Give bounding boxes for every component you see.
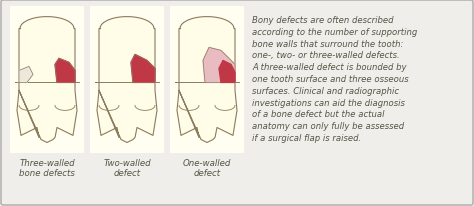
FancyBboxPatch shape	[170, 7, 244, 153]
Polygon shape	[131, 55, 155, 83]
Polygon shape	[97, 18, 157, 143]
Polygon shape	[55, 59, 75, 83]
Polygon shape	[219, 61, 235, 83]
Text: Two-walled
defect: Two-walled defect	[103, 158, 151, 178]
Text: Three-walled
bone defects: Three-walled bone defects	[19, 158, 75, 178]
Text: One-walled
defect: One-walled defect	[183, 158, 231, 178]
FancyBboxPatch shape	[90, 7, 164, 153]
Polygon shape	[147, 73, 155, 83]
FancyBboxPatch shape	[10, 7, 84, 153]
Polygon shape	[17, 18, 77, 143]
Polygon shape	[203, 48, 235, 83]
Text: Bony defects are often described
according to the number of supporting
bone wall: Bony defects are often described accordi…	[252, 16, 417, 142]
Polygon shape	[19, 67, 33, 83]
Polygon shape	[177, 18, 237, 143]
